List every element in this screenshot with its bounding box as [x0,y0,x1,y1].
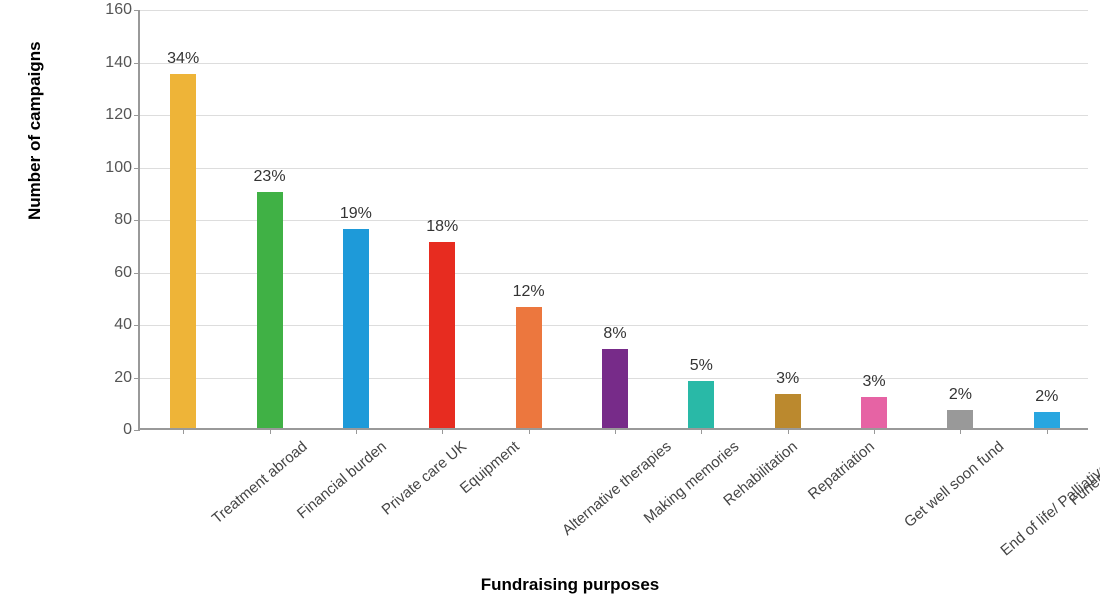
x-tick-mark [960,428,961,434]
x-tick-label: Get well soon fund [901,438,1007,531]
x-tick-mark [529,428,530,434]
x-tick-mark [1047,428,1048,434]
bar-value-label: 2% [949,386,972,404]
y-tick-label: 80 [114,211,140,229]
y-tick-label: 40 [114,316,140,334]
x-tick-mark [874,428,875,434]
y-tick-label: 140 [105,54,140,72]
bar: 12% [516,307,542,428]
bar-value-label: 8% [603,325,626,343]
bar-value-label: 19% [340,205,372,223]
bar: 34% [170,74,196,428]
x-tick-label: Alternative therapies [559,438,675,539]
y-tick-label: 100 [105,159,140,177]
x-tick-mark [701,428,702,434]
bar-chart: Number of campaigns Fundraising purposes… [50,10,1090,600]
bar: 8% [602,349,628,428]
x-tick-label: Private care UK [378,438,469,519]
bar: 3% [861,397,887,429]
bar-value-label: 3% [863,373,886,391]
y-tick-label: 60 [114,264,140,282]
bar: 23% [257,192,283,428]
x-tick-mark [183,428,184,434]
y-tick-label: 20 [114,369,140,387]
bar: 19% [343,229,369,429]
x-tick-mark [442,428,443,434]
y-tick-label: 160 [105,1,140,19]
x-tick-mark [615,428,616,434]
bar-value-label: 2% [1035,388,1058,406]
bar-value-label: 12% [513,283,545,301]
bar-value-label: 5% [690,357,713,375]
x-tick-label: Repatriation [805,438,878,503]
bar-value-label: 18% [426,218,458,236]
x-axis-label: Fundraising purposes [481,575,660,595]
bar: 18% [429,242,455,428]
bar: 2% [947,410,973,428]
x-tick-mark [270,428,271,434]
y-tick-label: 120 [105,106,140,124]
x-tick-mark [356,428,357,434]
bar: 2% [1034,412,1060,428]
bar-value-label: 3% [776,370,799,388]
x-tick-mark [788,428,789,434]
bar-value-label: 34% [167,50,199,68]
y-axis-label: Number of campaigns [25,41,45,220]
bar-value-label: 23% [254,168,286,186]
y-tick-label: 0 [123,421,140,439]
bar: 3% [775,394,801,428]
x-tick-label: Treatment abroad [209,438,311,527]
plot-area: 020406080100120140160 34%Treatment abroa… [138,10,1088,430]
bar: 5% [688,381,714,428]
